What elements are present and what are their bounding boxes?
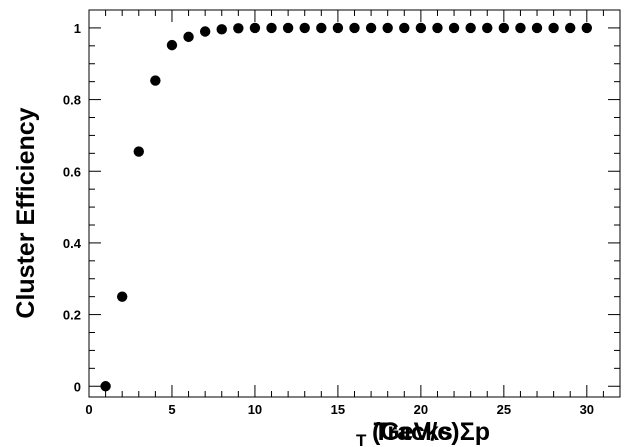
data-point (531, 22, 543, 34)
data-point (465, 22, 476, 34)
x-axis-title-unit: (GeV/c) (372, 418, 460, 446)
tick-labels: 0 5 10 15 20 25 30 0 0.2 0.4 0.6 0.8 1 (63, 21, 594, 417)
x-axis-title-subscript: T (356, 431, 367, 447)
data-point (382, 22, 393, 34)
y-tick-label: 0.2 (63, 308, 81, 323)
data-point (565, 22, 576, 34)
data-point (548, 22, 559, 34)
x-tick-label: 0 (85, 402, 92, 417)
data-point (282, 22, 294, 34)
data-point (216, 24, 227, 35)
x-axis-title-main: Tracks Σp (374, 418, 490, 446)
data-point (233, 23, 244, 34)
x-tick-label: 30 (580, 402, 594, 417)
data-point (299, 22, 310, 34)
data-point (432, 22, 443, 34)
data-point (166, 39, 178, 51)
y-tick-label: 0.4 (63, 236, 82, 251)
data-point (183, 31, 194, 43)
data-point (100, 381, 111, 392)
data-points (100, 22, 593, 392)
data-point (332, 22, 344, 34)
y-tick-label: 1 (74, 21, 81, 36)
data-point (133, 146, 144, 157)
x-axis-title: Tracks Σp T (GeV/c) (356, 418, 490, 447)
data-point (448, 22, 460, 34)
x-tick-label: 20 (414, 402, 428, 417)
data-point (399, 22, 410, 34)
y-tick-label: 0.8 (63, 93, 81, 108)
x-tick-label: 25 (497, 402, 511, 417)
data-point (249, 22, 261, 34)
svg-text:Tracks Σp: Tracks Σp (374, 418, 490, 446)
y-tick-label: 0 (74, 379, 81, 394)
data-point (116, 291, 128, 302)
axis-ticks (88, 9, 621, 397)
x-tick-label: 5 (168, 402, 175, 417)
data-point (365, 22, 377, 34)
data-point (349, 22, 360, 34)
data-point (415, 22, 427, 34)
x-tick-label: 15 (331, 402, 345, 417)
data-point (150, 75, 161, 86)
data-point (581, 22, 593, 34)
data-point (199, 26, 211, 37)
data-point (482, 22, 493, 34)
plot-frame (88, 9, 621, 398)
data-point (266, 22, 277, 34)
y-axis-title: Cluster Efficiency (12, 107, 40, 318)
y-tick-label: 0.6 (63, 164, 81, 179)
data-point (316, 22, 327, 34)
x-tick-label: 10 (248, 402, 262, 417)
data-point (515, 22, 526, 34)
data-point (498, 22, 510, 34)
